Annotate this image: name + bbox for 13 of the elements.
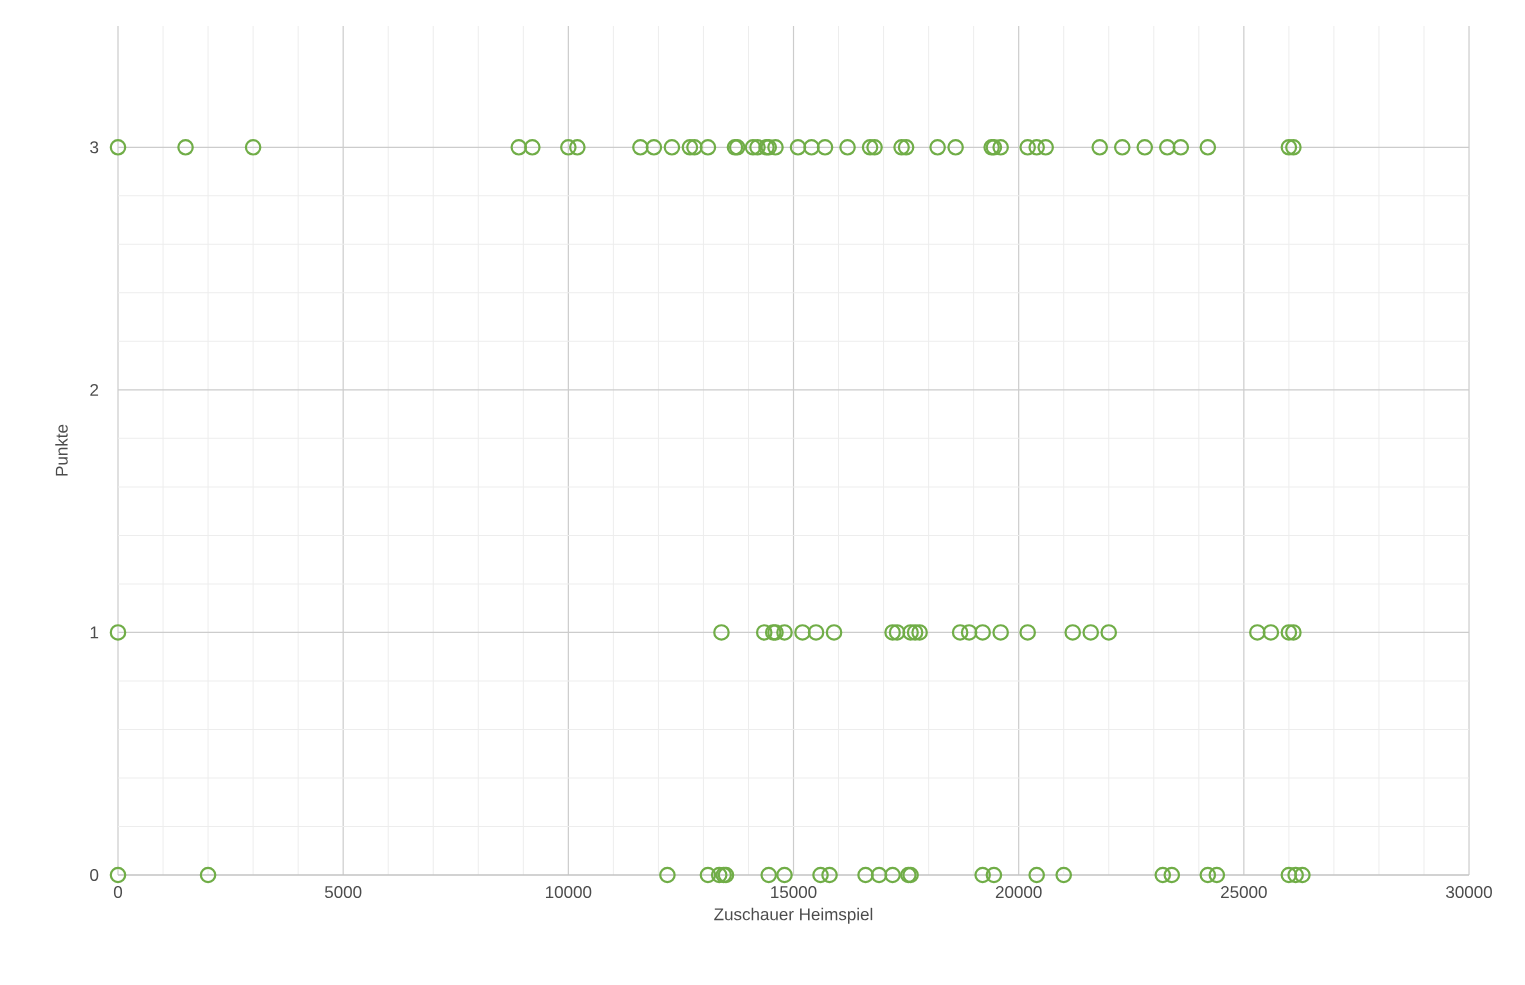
x-tick-label: 0 (113, 886, 123, 899)
x-tick-label: 5000 (324, 886, 362, 899)
y-tick-label: 0 (90, 868, 99, 882)
y-axis-title: Punkte (55, 424, 68, 476)
x-tick-label: 20000 (995, 886, 1042, 899)
x-tick-label: 30000 (1446, 886, 1492, 899)
x-tick-label: 25000 (1221, 886, 1267, 899)
y-tick-label: 1 (90, 626, 99, 639)
x-axis-title: Zuschauer Heimspiel (714, 907, 873, 924)
y-tick-label: 3 (90, 141, 99, 154)
y-tick-label: 2 (90, 383, 99, 396)
x-tick-label: 15000 (771, 886, 817, 899)
x-tick-label: 10000 (545, 886, 592, 899)
